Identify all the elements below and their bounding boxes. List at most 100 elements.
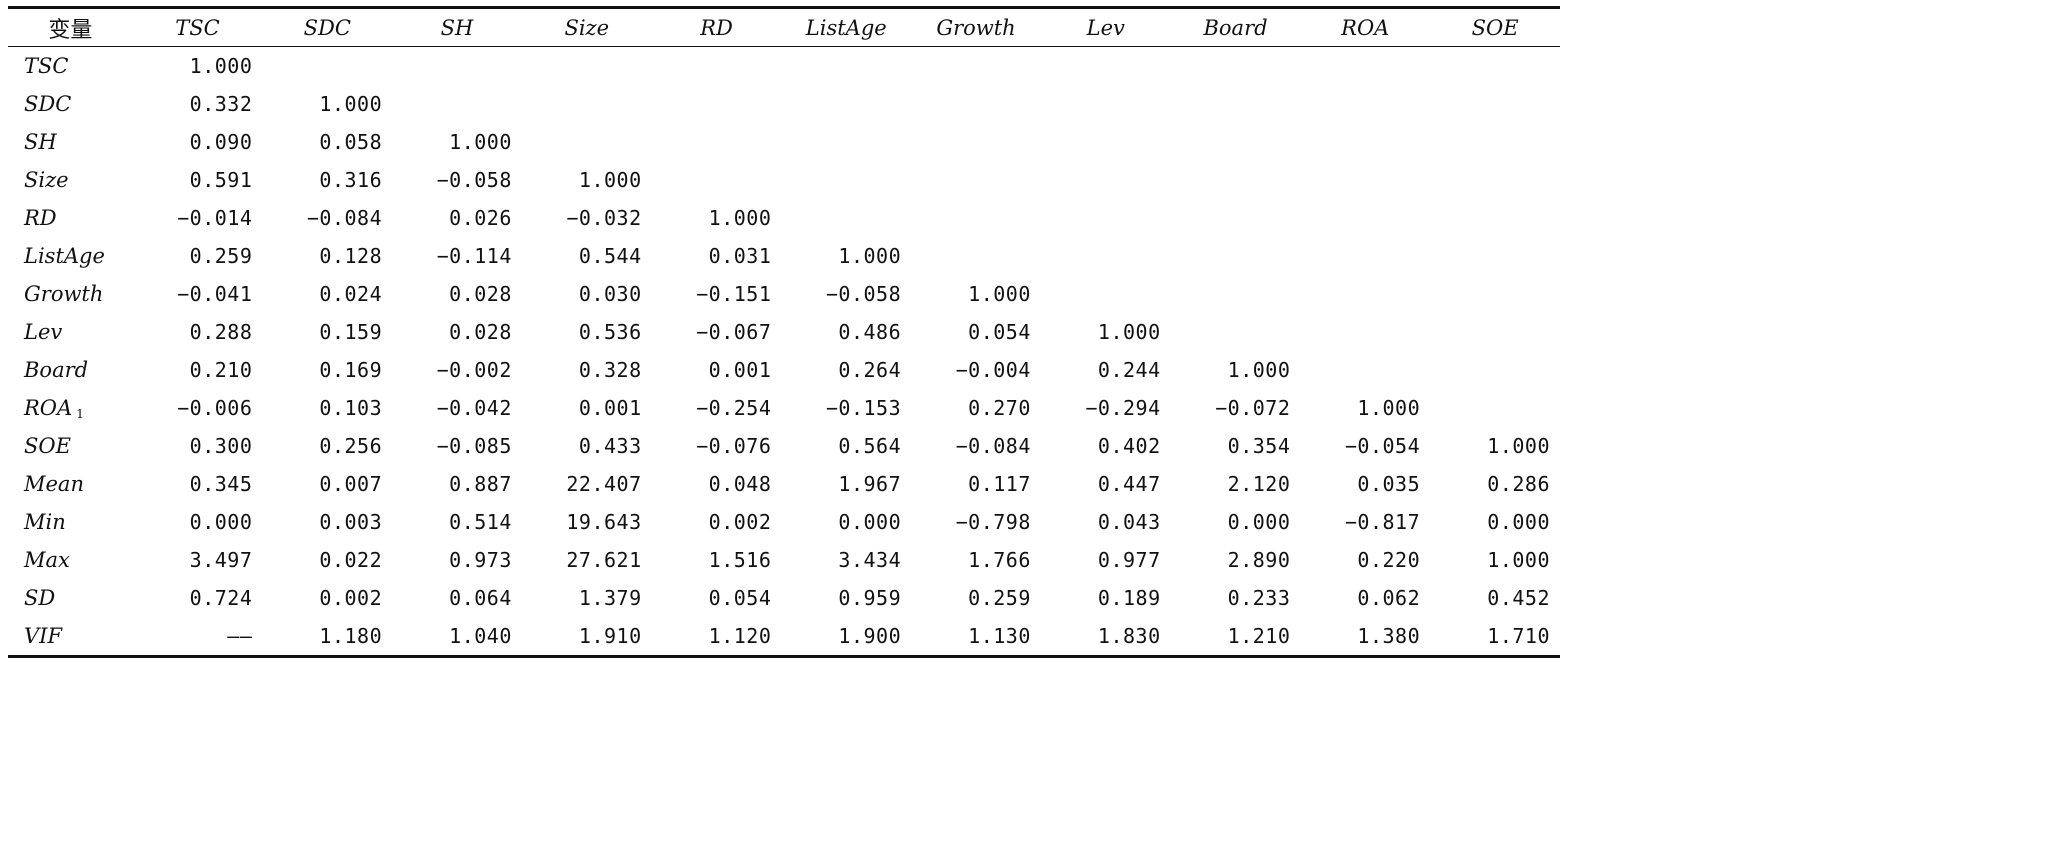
table-cell: 0.090 xyxy=(189,130,253,154)
row-label-text: TSC xyxy=(24,54,69,78)
table-cell: −0.006 xyxy=(177,396,253,420)
table-cell: −0.151 xyxy=(696,282,772,306)
table-cell: −0.076 xyxy=(696,434,772,458)
table-cell: 0.345 xyxy=(189,472,253,496)
row-label-text: Lev xyxy=(24,320,63,344)
table-cell: 0.024 xyxy=(319,282,383,306)
table-cell: 0.028 xyxy=(449,320,512,344)
header-soe: SOE xyxy=(1471,15,1519,40)
table-cell: 0.959 xyxy=(838,586,902,610)
table-cell: 0.300 xyxy=(189,434,253,458)
table-row: Growth −0.041 0.024 0.028 0.030 −0.151 −0.058 1… xyxy=(8,275,1560,313)
table-cell: 1.910 xyxy=(578,624,642,648)
table-cell: 0.244 xyxy=(1097,358,1161,382)
row-label: Lev xyxy=(8,313,133,351)
table-cell xyxy=(1041,161,1171,199)
table-cell xyxy=(1300,123,1430,161)
table-cell: 0.064 xyxy=(449,586,512,610)
header-sh: SH xyxy=(440,15,474,40)
table-cell xyxy=(652,123,782,161)
table-cell xyxy=(1430,199,1560,237)
row-label-text: VIF xyxy=(24,624,63,648)
table-row: SOE 0.300 0.256 −0.085 0.433 −0.076 0.564 −0.08… xyxy=(8,427,1560,465)
table-cell: 1.380 xyxy=(1357,624,1421,648)
table-cell xyxy=(911,85,1041,123)
table-cell: 0.452 xyxy=(1487,586,1550,610)
table-cell: 1.040 xyxy=(449,624,512,648)
header-tsc: TSC xyxy=(175,15,220,40)
table-cell: −0.294 xyxy=(1085,396,1161,420)
row-label-text: SDC xyxy=(24,92,72,116)
table-cell: 0.000 xyxy=(838,510,902,534)
table-cell: —— xyxy=(227,624,253,648)
table-cell xyxy=(652,85,782,123)
table-cell: 1.900 xyxy=(838,624,902,648)
table-cell xyxy=(1430,123,1560,161)
table-cell: 0.402 xyxy=(1097,434,1161,458)
table-cell xyxy=(522,85,652,123)
table-cell xyxy=(1041,85,1171,123)
table-cell xyxy=(1300,275,1430,313)
table-row: ROA 1 −0.006 0.103 −0.042 0.001 −0.254 −0.153 0.… xyxy=(8,389,1560,427)
row-label-text: SD xyxy=(24,586,56,610)
table-cell xyxy=(1300,161,1430,199)
table-cell: 1.000 xyxy=(449,130,512,154)
table-cell: 0.259 xyxy=(189,244,253,268)
table-cell: 0.103 xyxy=(319,396,383,420)
table-row: Lev 0.288 0.159 0.028 0.536 −0.067 0.486 0.054 1… xyxy=(8,313,1560,351)
table-cell xyxy=(1430,47,1560,86)
table-cell: 19.643 xyxy=(566,510,642,534)
table-cell xyxy=(781,161,911,199)
table-cell: 1.000 xyxy=(319,92,383,116)
table-cell xyxy=(781,85,911,123)
header-sdc: SDC xyxy=(303,15,351,40)
table-cell xyxy=(1041,47,1171,86)
table-cell: 1.516 xyxy=(708,548,772,572)
table-cell: 0.000 xyxy=(189,510,253,534)
table-cell: 0.007 xyxy=(319,472,383,496)
table-cell xyxy=(392,85,522,123)
table-cell: 0.022 xyxy=(319,548,383,572)
table-cell: 0.544 xyxy=(578,244,642,268)
row-label-text: Mean xyxy=(24,472,84,496)
table-cell: 0.286 xyxy=(1487,472,1550,496)
table-cell xyxy=(522,123,652,161)
table-cell: 0.043 xyxy=(1097,510,1161,534)
table-cell: 0.210 xyxy=(189,358,253,382)
table-cell xyxy=(1430,313,1560,351)
table-cell: 0.591 xyxy=(189,168,253,192)
table-cell xyxy=(1300,351,1430,389)
correlation-table-container: 变量 TSC SDC SH Size RD ListAge Growth Lev… xyxy=(8,6,1560,658)
row-label: VIF xyxy=(8,617,133,657)
header-roa: ROA xyxy=(1341,15,1390,40)
table-cell xyxy=(262,47,392,86)
table-cell xyxy=(1300,47,1430,86)
row-label: SD xyxy=(8,579,133,617)
table-cell xyxy=(1430,85,1560,123)
row-label-text: SH xyxy=(24,130,57,154)
table-cell: 1.766 xyxy=(968,548,1031,572)
table-cell: 1.710 xyxy=(1487,624,1550,648)
table-cell: −0.058 xyxy=(436,168,512,192)
table-cell xyxy=(1171,237,1301,275)
table-body: TSC 1.000 SDC 0.332 1.000 SH 0.090 0.058 1.000 Si… xyxy=(8,47,1560,657)
table-cell xyxy=(1041,237,1171,275)
table-row: SH 0.090 0.058 1.000 xyxy=(8,123,1560,161)
table-cell: 1.180 xyxy=(319,624,383,648)
table-cell: 3.434 xyxy=(838,548,902,572)
row-label-text: ListAge xyxy=(24,244,105,268)
table-cell: 0.128 xyxy=(319,244,383,268)
table-cell: 0.264 xyxy=(838,358,902,382)
row-label: Mean xyxy=(8,465,133,503)
table-cell: 1.000 xyxy=(1227,358,1291,382)
table-cell xyxy=(781,123,911,161)
table-cell: 0.054 xyxy=(708,586,772,610)
table-cell xyxy=(1041,123,1171,161)
row-label: SDC xyxy=(8,85,133,123)
row-label-text: Growth xyxy=(24,282,104,306)
table-cell: −0.153 xyxy=(825,396,902,420)
table-cell: 0.220 xyxy=(1357,548,1421,572)
row-label: Growth xyxy=(8,275,133,313)
table-row: VIF —— 1.180 1.040 1.910 1.120 1.900 1.130 1.830… xyxy=(8,617,1560,657)
table-cell: 0.259 xyxy=(968,586,1031,610)
